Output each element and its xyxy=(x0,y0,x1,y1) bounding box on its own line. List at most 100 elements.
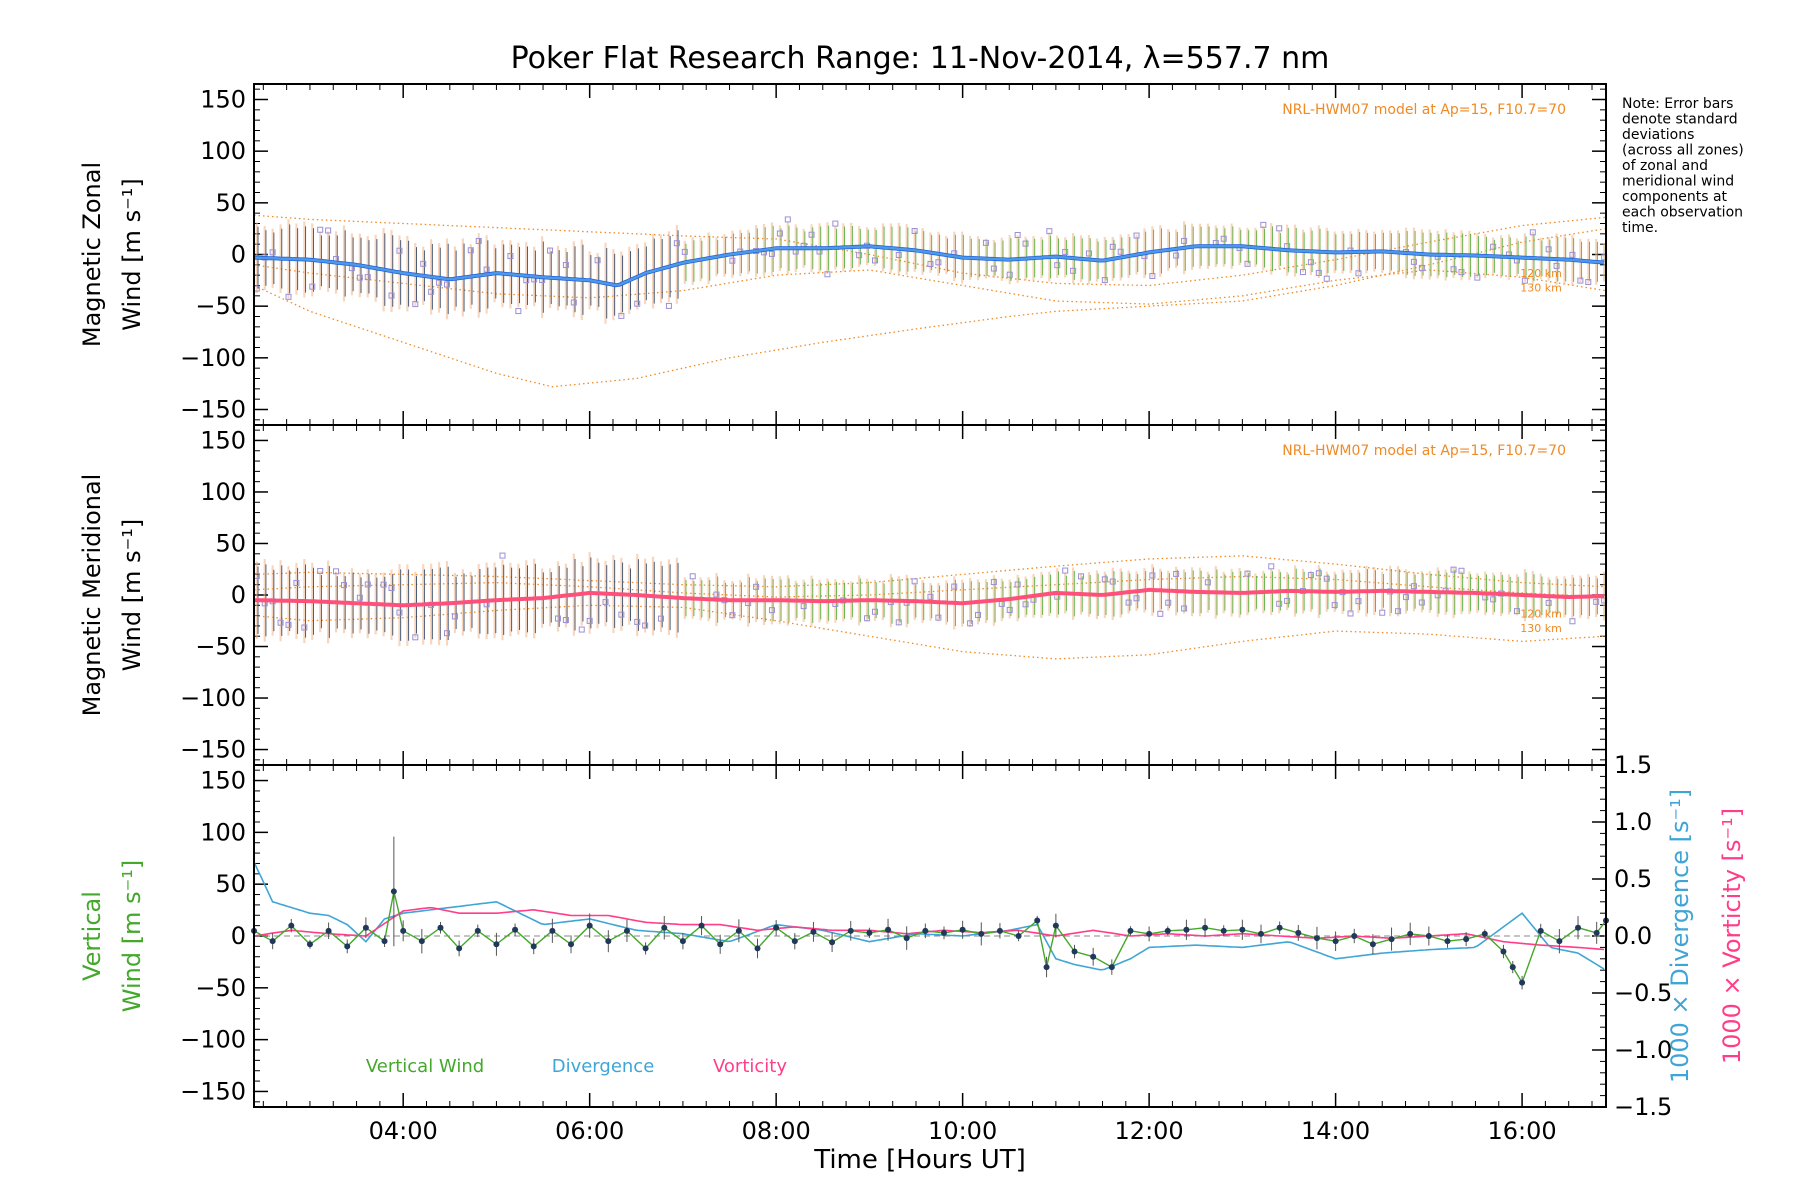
zone-point xyxy=(1244,260,1251,267)
zone-point xyxy=(1450,566,1457,573)
zone-point xyxy=(1054,262,1061,269)
vertical-wind-point xyxy=(754,945,761,952)
zone-point xyxy=(1355,598,1362,605)
zone-point xyxy=(444,281,451,288)
zone-point xyxy=(594,257,601,264)
note-line: meridional wind xyxy=(1622,174,1734,190)
note-line: denote standard xyxy=(1622,112,1738,128)
zone-point xyxy=(1220,235,1227,242)
zone-point xyxy=(1315,269,1322,276)
zone-point xyxy=(1006,271,1013,278)
y-axis-title-line2: Wind [m s⁻¹] xyxy=(118,860,146,1012)
divergence-line xyxy=(253,861,1605,971)
vertical-wind-point xyxy=(1556,938,1563,945)
zone-point xyxy=(1014,231,1021,238)
zone-point xyxy=(444,630,451,637)
zone-point xyxy=(1078,573,1085,580)
divergence-axis-title: 1000 × Divergence [s⁻¹] xyxy=(1666,789,1694,1083)
vertical-wind-point xyxy=(1183,926,1190,933)
note-line: Note: Error bars xyxy=(1622,96,1733,112)
y-tick-label: 100 xyxy=(200,818,246,846)
zone-point xyxy=(1418,599,1425,606)
zone-point xyxy=(1022,601,1029,608)
zone-point xyxy=(451,613,458,620)
y2-tick-label: 0.5 xyxy=(1614,865,1652,893)
legend-vorticity: Vorticity xyxy=(713,1056,787,1077)
zone-point xyxy=(380,581,387,588)
vertical-wind-point xyxy=(1332,938,1339,945)
zone-point xyxy=(412,301,419,308)
zone-point xyxy=(515,308,522,315)
zone-point xyxy=(689,573,696,580)
vertical-wind-point xyxy=(1220,927,1227,934)
zone-point xyxy=(1046,228,1053,235)
vertical-wind-point xyxy=(1034,917,1041,924)
zone-point xyxy=(325,227,332,234)
model-label: NRL-HWM07 model at Ap=15, F10.7=70 xyxy=(1282,443,1566,459)
zone-point xyxy=(864,615,871,622)
note-line: each observation xyxy=(1622,205,1743,221)
zone-point xyxy=(1458,567,1465,574)
zone-point xyxy=(586,617,593,624)
zone-point xyxy=(1157,610,1164,617)
zone-point xyxy=(1085,250,1092,257)
zone-point xyxy=(1490,596,1497,603)
x-tick-label: 14:00 xyxy=(1301,1117,1370,1145)
zone-point xyxy=(1117,248,1124,255)
y-axis-title-line1: Magnetic Zonal xyxy=(78,162,106,347)
zone-point xyxy=(1204,579,1211,586)
y-axis-title-line2: Wind [m s⁻¹] xyxy=(118,178,146,330)
vertical-wind-point xyxy=(306,941,313,948)
x-tick-label: 04:00 xyxy=(369,1117,438,1145)
zone-point xyxy=(340,582,347,589)
zone-point xyxy=(935,259,942,266)
model-curve-2 xyxy=(253,264,1607,305)
zone-point xyxy=(618,312,625,319)
zone-point xyxy=(1299,269,1306,276)
vertical-wind-point xyxy=(1463,936,1470,943)
zone-point xyxy=(911,228,918,235)
vertical-wind-point xyxy=(381,938,388,945)
y-tick-label: 100 xyxy=(200,478,246,506)
x-tick-label: 10:00 xyxy=(928,1117,997,1145)
zone-point xyxy=(967,620,974,627)
zone-point xyxy=(396,247,403,254)
vertical-wind-point xyxy=(791,938,798,945)
zone-point xyxy=(935,614,942,621)
vertical-wind-point xyxy=(661,924,668,931)
vertical-wind-point xyxy=(1015,933,1022,939)
zone-point xyxy=(895,251,902,258)
y-tick-label: 0 xyxy=(231,581,246,609)
zone-point xyxy=(1545,599,1552,606)
zone-point xyxy=(356,274,363,281)
x-tick-label: 06:00 xyxy=(555,1117,624,1145)
km-label-120: 120 km xyxy=(1520,267,1562,280)
vertical-wind-point xyxy=(474,927,481,934)
vertical-wind-point xyxy=(512,926,519,933)
zone-point xyxy=(800,603,807,610)
zone-point xyxy=(1101,576,1108,583)
vertical-wind-point xyxy=(1509,964,1516,971)
zone-point xyxy=(1125,599,1132,606)
zone-point xyxy=(1395,608,1402,615)
vertical-wind-point xyxy=(1593,929,1600,936)
panels-layer: 150 100 50 0 −50 −100 −150 Magnetic Zonal Wind [… xyxy=(78,83,1746,1145)
zone-point xyxy=(269,249,276,256)
y-tick-label: −150 xyxy=(180,396,246,424)
zone-point xyxy=(832,220,839,227)
vertical-wind-point xyxy=(288,922,295,929)
vertical-wind-point xyxy=(1052,922,1059,929)
zone-point xyxy=(1173,252,1180,259)
zone-point xyxy=(1331,602,1338,609)
vertical-wind-point xyxy=(1407,930,1414,937)
zone-point xyxy=(285,621,292,628)
vertical-wind-point xyxy=(493,941,500,948)
x-tick-label: 16:00 xyxy=(1487,1117,1556,1145)
y-tick-label: 50 xyxy=(215,529,246,557)
zone-point xyxy=(301,624,308,631)
zone-point xyxy=(436,279,443,286)
zone-point xyxy=(1133,595,1140,602)
zone-point xyxy=(1181,605,1188,612)
zone-point xyxy=(1307,572,1314,579)
